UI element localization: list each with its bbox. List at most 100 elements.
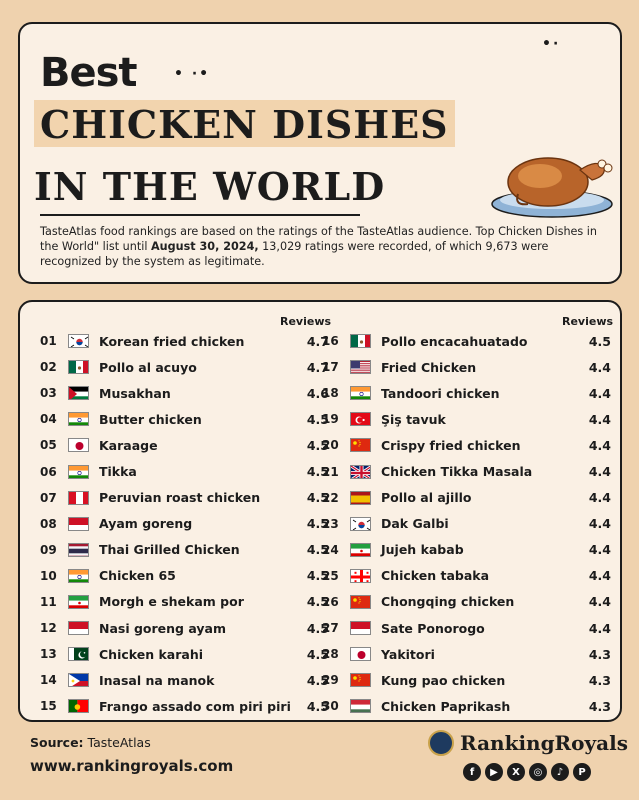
rank-number: 04 bbox=[40, 412, 57, 427]
rank-number: 21 bbox=[322, 464, 339, 479]
list-item: 08 Ayam goreng 4.5 bbox=[40, 511, 329, 537]
ranking-column-right: 16 Pollo encacahuatado 4.5 17 Fried Chicken 4… bbox=[322, 328, 611, 719]
title-best: Best bbox=[40, 50, 138, 96]
review-score: 4.5 bbox=[306, 411, 329, 427]
rank-number: 06 bbox=[40, 464, 57, 479]
list-item: 26 Chongqing chicken 4.4 bbox=[322, 589, 611, 615]
flag-cn-icon bbox=[350, 438, 371, 453]
dish-name: Fried Chicken bbox=[381, 359, 477, 375]
review-score: 4.5 bbox=[306, 568, 329, 584]
flag-cn-icon bbox=[350, 673, 371, 688]
dish-name: Karaage bbox=[99, 437, 158, 453]
source-value: TasteAtlas bbox=[83, 735, 151, 750]
flag-jp-icon bbox=[68, 438, 89, 453]
rank-number: 08 bbox=[40, 516, 57, 531]
list-item: 07 Peruvian roast chicken 4.5 bbox=[40, 485, 329, 511]
rank-number: 26 bbox=[322, 594, 339, 609]
reviews-header-right: Reviews bbox=[562, 315, 614, 328]
list-item: 11 Morgh e shekam por 4.5 bbox=[40, 589, 329, 615]
rank-number: 07 bbox=[40, 490, 57, 505]
x-icon[interactable]: X bbox=[507, 763, 525, 781]
review-score: 4.4 bbox=[588, 568, 611, 584]
list-item: 22 Pollo al ajillo 4.4 bbox=[322, 485, 611, 511]
flag-pk-icon bbox=[68, 647, 89, 662]
review-score: 4.4 bbox=[588, 620, 611, 636]
review-score: 4.5 bbox=[306, 646, 329, 662]
divider bbox=[40, 214, 360, 216]
dish-name: Inasal na manok bbox=[99, 672, 215, 688]
review-score: 4.5 bbox=[306, 672, 329, 688]
dish-name: Dak Galbi bbox=[381, 516, 449, 532]
dish-name: Ayam goreng bbox=[99, 516, 193, 532]
title-line-2: CHICKEN DISHES bbox=[34, 100, 455, 147]
review-score: 4.4 bbox=[588, 464, 611, 480]
review-score: 4.3 bbox=[588, 698, 611, 714]
dish-name: Butter chicken bbox=[99, 411, 202, 427]
dish-name: Yakitori bbox=[381, 646, 435, 662]
review-score: 4.7 bbox=[306, 333, 329, 349]
rank-number: 27 bbox=[322, 621, 339, 636]
website-link[interactable]: www.rankingroyals.com bbox=[30, 757, 234, 775]
review-score: 4.7 bbox=[306, 359, 329, 375]
rank-number: 13 bbox=[40, 647, 57, 662]
list-item: 12 Nasi goreng ayam 4.5 bbox=[40, 615, 329, 641]
rank-number: 14 bbox=[40, 673, 57, 688]
flag-ir-icon bbox=[350, 542, 371, 557]
list-item: 17 Fried Chicken 4.4 bbox=[322, 354, 611, 380]
flag-jp-icon bbox=[350, 647, 371, 662]
dish-name: Tandoori chicken bbox=[381, 385, 500, 401]
flag-ps-icon bbox=[68, 386, 89, 401]
review-score: 4.5 bbox=[306, 698, 329, 714]
list-item: 27 Sate Ponorogo 4.4 bbox=[322, 615, 611, 641]
dish-name: Chicken Tikka Masala bbox=[381, 464, 533, 480]
review-score: 4.4 bbox=[588, 437, 611, 453]
pinterest-icon[interactable]: P bbox=[573, 763, 591, 781]
review-score: 4.5 bbox=[306, 516, 329, 532]
review-score: 4.5 bbox=[306, 594, 329, 610]
dish-name: Şiş tavuk bbox=[381, 411, 446, 427]
intro-text: TasteAtlas food rankings are based on th… bbox=[40, 224, 612, 269]
youtube-icon[interactable]: ▶ bbox=[485, 763, 503, 781]
flag-th-icon bbox=[68, 542, 89, 557]
flag-id-icon bbox=[68, 516, 89, 531]
flag-gb-icon bbox=[350, 464, 371, 479]
flag-kr-icon bbox=[350, 516, 371, 531]
dish-name: Crispy fried chicken bbox=[381, 437, 521, 453]
source-label: Source: bbox=[30, 735, 84, 750]
list-item: 05 Karaage 4.5 bbox=[40, 432, 329, 458]
header-card: Best • ·• •· CHICKEN DISHES IN THE WORLD… bbox=[18, 22, 622, 284]
flag-in-icon bbox=[68, 412, 89, 427]
list-item: 09 Thai Grilled Chicken 4.5 bbox=[40, 537, 329, 563]
ranking-card: Reviews Reviews 01 Korean fried chicken 4.… bbox=[18, 300, 622, 722]
decor-dots-2: •· bbox=[542, 36, 561, 52]
list-item: 30 Chicken Paprikash 4.3 bbox=[322, 693, 611, 719]
tiktok-icon[interactable]: ♪ bbox=[551, 763, 569, 781]
dish-name: Chicken 65 bbox=[99, 568, 176, 584]
rank-number: 24 bbox=[322, 542, 339, 557]
rank-number: 25 bbox=[322, 568, 339, 583]
list-item: 04 Butter chicken 4.5 bbox=[40, 406, 329, 432]
review-score: 4.4 bbox=[588, 516, 611, 532]
dish-name: Nasi goreng ayam bbox=[99, 620, 227, 636]
rank-number: 10 bbox=[40, 568, 57, 583]
dish-name: Morgh e shekam por bbox=[99, 594, 244, 610]
review-score: 4.3 bbox=[588, 646, 611, 662]
dish-name: Pollo al acuyo bbox=[99, 359, 197, 375]
instagram-icon[interactable]: ◎ bbox=[529, 763, 547, 781]
facebook-icon[interactable]: f bbox=[463, 763, 481, 781]
flag-ph-icon bbox=[68, 673, 89, 688]
rank-number: 02 bbox=[40, 360, 57, 375]
dish-name: Kung pao chicken bbox=[381, 672, 506, 688]
rank-number: 11 bbox=[40, 594, 57, 609]
intro-part1: TasteAtlas food rankings are based on th… bbox=[40, 225, 597, 253]
list-item: 01 Korean fried chicken 4.7 bbox=[40, 328, 329, 354]
reviews-header-left: Reviews bbox=[280, 315, 332, 328]
dish-name: Jujeh kabab bbox=[381, 542, 464, 558]
review-score: 4.5 bbox=[306, 490, 329, 506]
review-score: 4.4 bbox=[588, 411, 611, 427]
dish-name: Sate Ponorogo bbox=[381, 620, 485, 636]
dish-name: Chicken tabaka bbox=[381, 568, 490, 584]
flag-in-icon bbox=[350, 386, 371, 401]
list-item: 02 Pollo al acuyo 4.7 bbox=[40, 354, 329, 380]
list-item: 18 Tandoori chicken 4.4 bbox=[322, 380, 611, 406]
